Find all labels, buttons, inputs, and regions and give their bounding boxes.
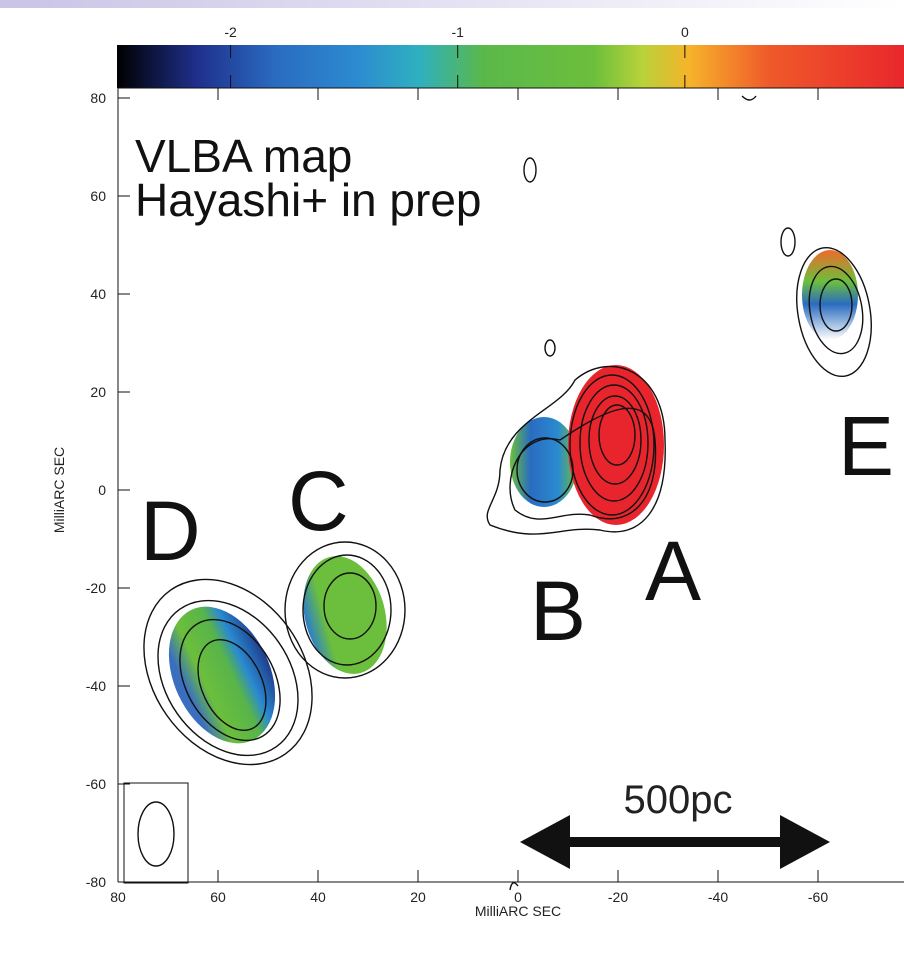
colorbar-tick-label: -2: [224, 24, 237, 40]
x-tick-label: 40: [310, 889, 326, 905]
component-label: D: [140, 484, 201, 578]
colorbar-tick-label: -1: [451, 24, 464, 40]
component-label: E: [838, 399, 894, 493]
y-tick-label: 20: [90, 384, 106, 400]
x-tick-label: -20: [608, 889, 628, 905]
component-label: A: [645, 524, 701, 618]
x-tick-label: 0: [514, 889, 522, 905]
y-axis-label: MilliARC SEC: [51, 447, 67, 533]
component-label: C: [288, 454, 349, 548]
x-tick-label: 20: [410, 889, 426, 905]
scale-arrow: [520, 815, 830, 869]
scale-label: 500pc: [624, 778, 733, 822]
y-tick-label: 60: [90, 188, 106, 204]
beam: [138, 802, 174, 866]
chart: VLBA map Hayashi+ in prep D C B A E 500p…: [0, 0, 904, 961]
x-tick-label: -40: [708, 889, 728, 905]
annotation: Hayashi+ in prep: [135, 174, 481, 226]
y-tick-label: -40: [86, 678, 106, 694]
colorbar: [117, 45, 904, 88]
y-tick-label: -80: [86, 874, 106, 890]
x-axis-label: MilliARC SEC: [475, 903, 561, 919]
component-c: [285, 542, 405, 683]
x-tick-label: 80: [110, 889, 126, 905]
colorbar-tick-label: 0: [681, 24, 689, 40]
y-tick-label: 40: [90, 286, 106, 302]
beam-box: [124, 783, 188, 883]
component-ab: [487, 158, 665, 534]
component-label: B: [530, 564, 586, 658]
y-tick-label: 0: [98, 482, 106, 498]
y-tick-label: -60: [86, 776, 106, 792]
top-strip: [0, 0, 904, 8]
x-tick-label: -60: [808, 889, 828, 905]
y-tick-label: -20: [86, 580, 106, 596]
y-tick-label: 80: [90, 90, 106, 106]
x-tick-label: 60: [210, 889, 226, 905]
